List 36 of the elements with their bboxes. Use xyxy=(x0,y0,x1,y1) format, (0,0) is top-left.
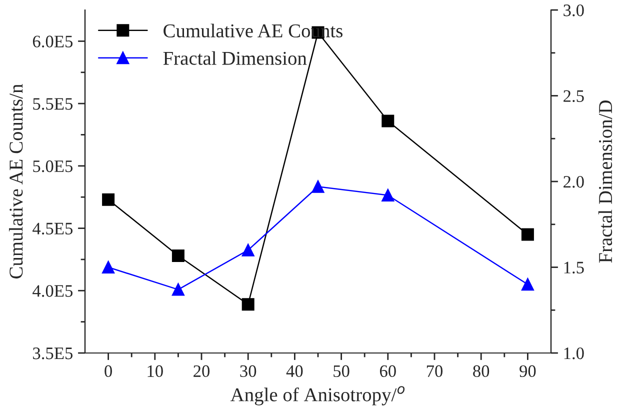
y2-tick-label: 3.0 xyxy=(564,4,584,16)
point xyxy=(382,114,394,128)
x-tick-label: 10 xyxy=(148,365,163,378)
point xyxy=(521,278,534,291)
point xyxy=(102,193,115,206)
point xyxy=(242,244,254,256)
x-tick-label: 40 xyxy=(286,365,303,378)
x-tick-label: 20 xyxy=(194,365,210,378)
point xyxy=(312,180,324,193)
y-tick-label: 4.0E5 xyxy=(32,285,73,297)
x-tick-label: 60 xyxy=(380,365,396,378)
x-tick-label: 80 xyxy=(473,365,490,378)
point xyxy=(382,188,394,202)
y-tick-label: 5.5E5 xyxy=(33,98,73,110)
point xyxy=(521,228,534,241)
y2-tick-label: 1.0 xyxy=(564,347,584,360)
y2-axis-title: Fractal Dimension/D xyxy=(598,100,612,263)
x-axis-title: Angle of Anisotropy/$^{o}$ xyxy=(230,386,405,406)
x-tick-label: 50 xyxy=(334,365,350,378)
point xyxy=(102,261,115,274)
x-tick-label: 90 xyxy=(520,365,536,378)
point xyxy=(172,283,184,296)
y2-tick-label: 1.5 xyxy=(564,262,584,274)
x-tick-label: 0 xyxy=(104,365,112,378)
x-tick-label: 70 xyxy=(426,365,443,378)
y-tick-label: 5.0E5 xyxy=(33,160,73,172)
y-tick-label: 6.0E5 xyxy=(32,36,73,48)
x-tick-label: 30 xyxy=(240,365,256,378)
y-axis-title: Cumulative AE Counts/n xyxy=(9,84,23,278)
y-tick-label: 3.5E5 xyxy=(33,348,73,360)
point xyxy=(242,298,254,311)
y2-tick-label: 2.0 xyxy=(564,176,584,188)
y2-tick-label: 2.5 xyxy=(564,90,584,102)
point xyxy=(172,249,184,262)
legend-label: Fractal Dimension xyxy=(163,51,307,65)
y-tick-label: 4.5E5 xyxy=(32,222,73,235)
